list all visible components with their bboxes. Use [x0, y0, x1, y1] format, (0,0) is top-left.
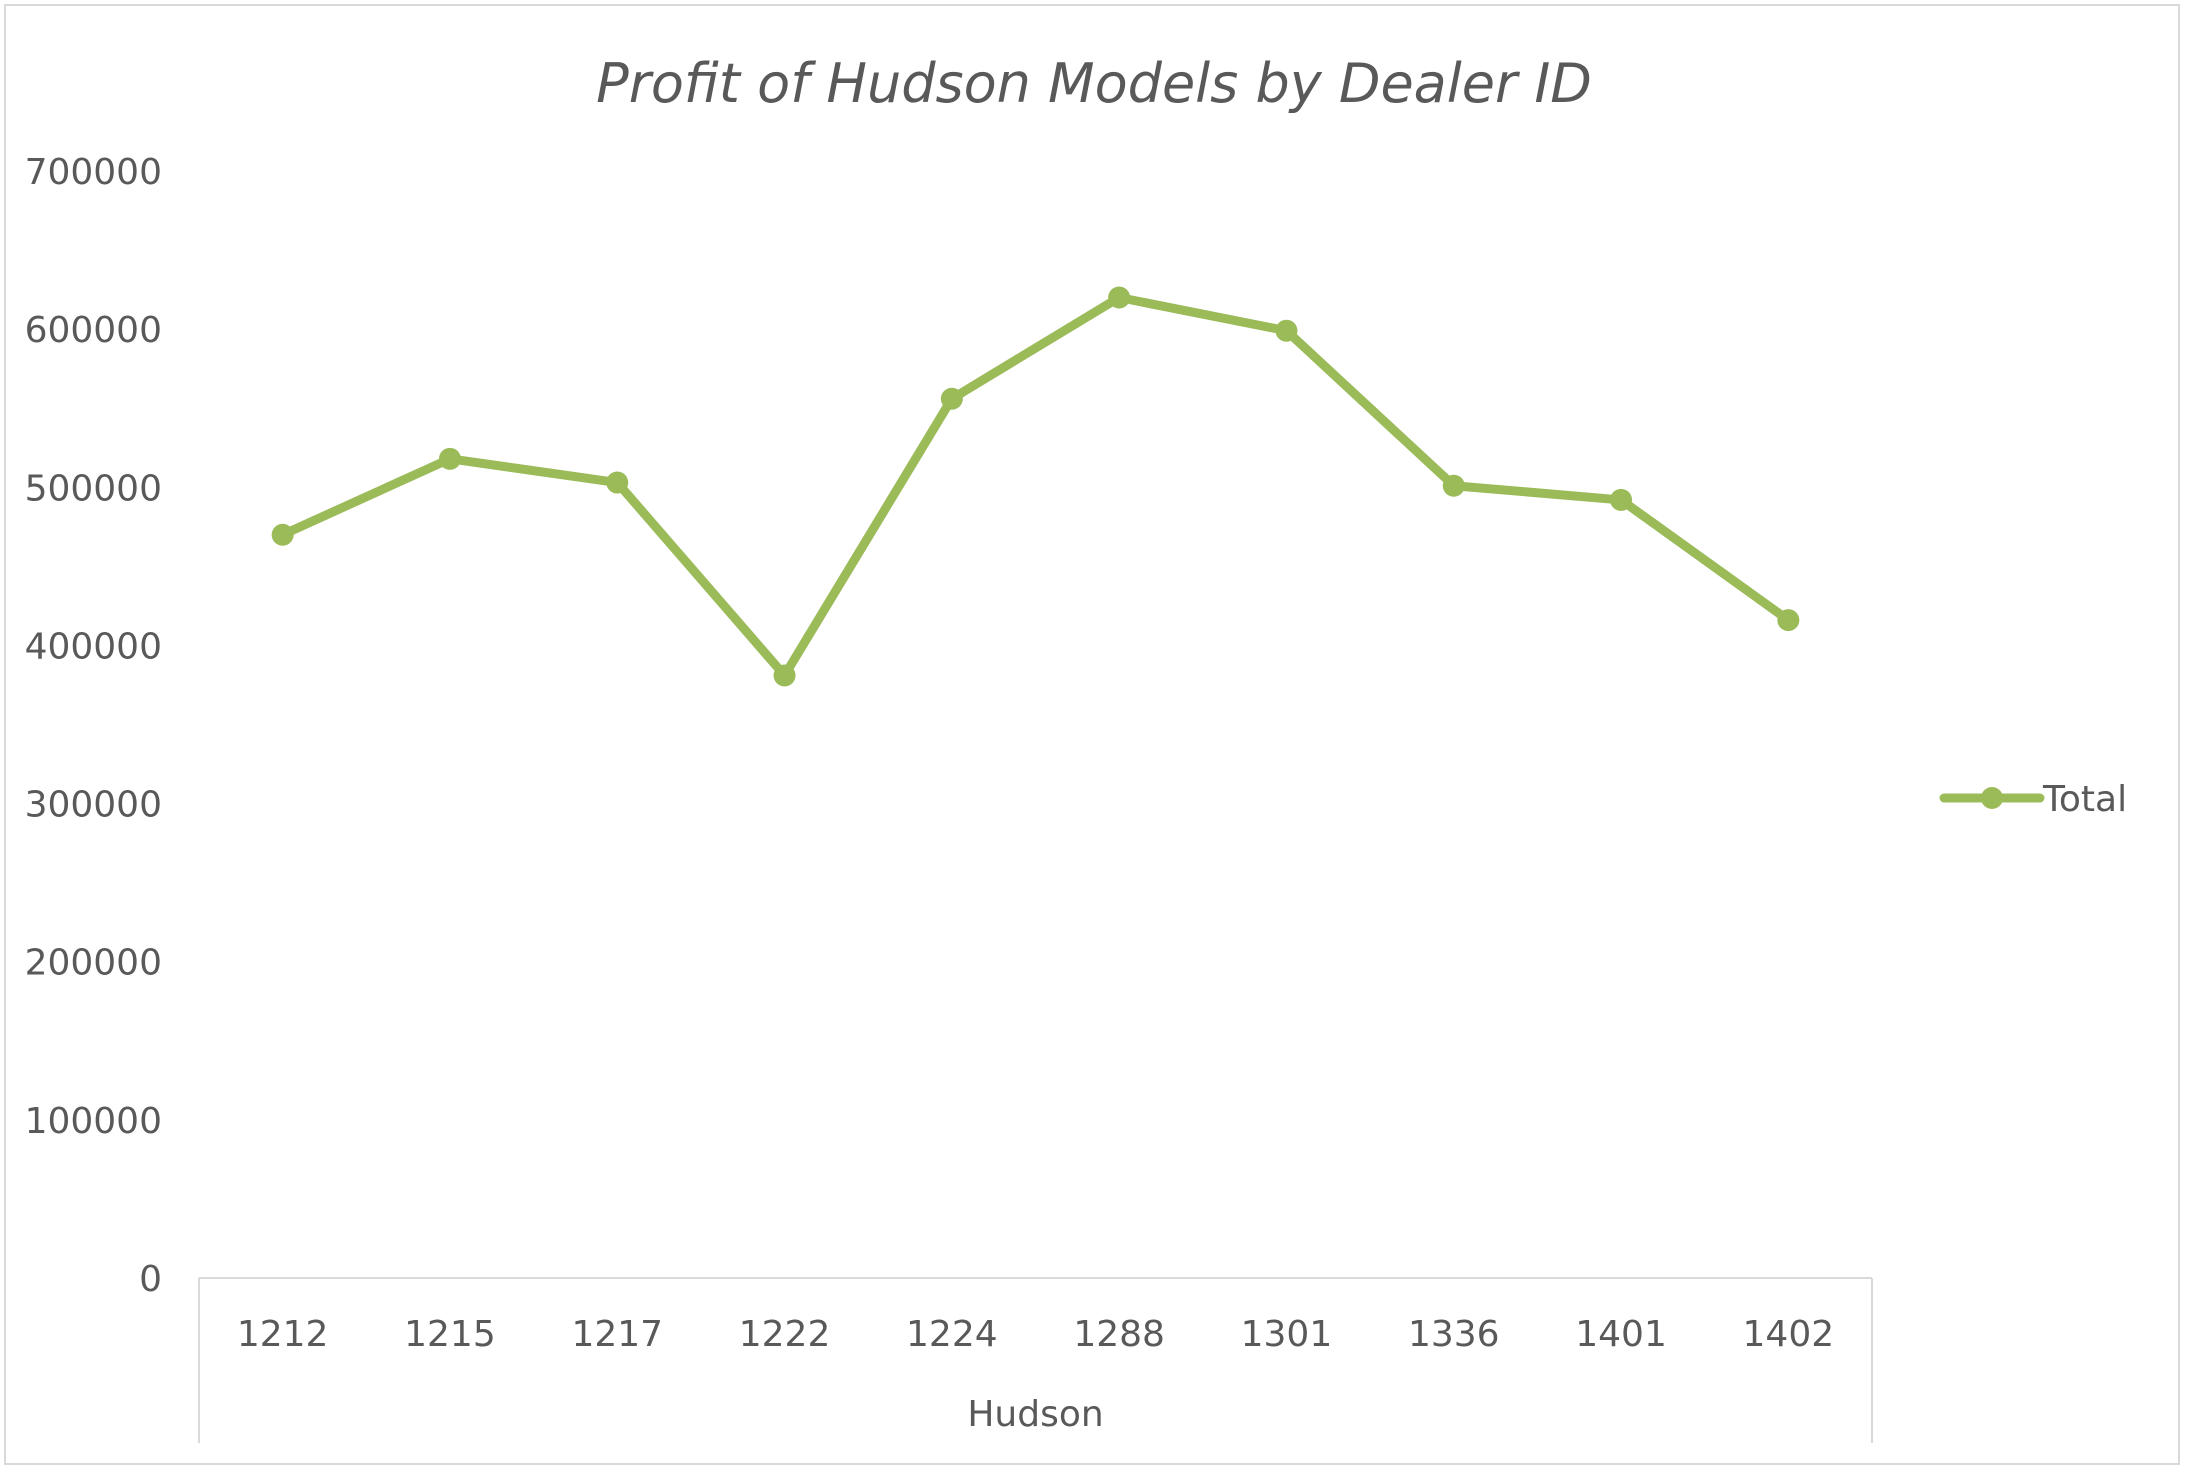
x-tick-label: 1402 [1743, 1314, 1835, 1355]
x-tick-label: 1301 [1241, 1314, 1333, 1355]
data-point[interactable] [940, 387, 963, 410]
data-point[interactable] [1108, 286, 1131, 309]
legend-marker [1981, 787, 2003, 809]
y-tick-label: 600000 [25, 310, 162, 351]
x-tick-label: 1215 [404, 1314, 496, 1355]
x-tick-label: 1336 [1408, 1314, 1500, 1355]
y-tick-label: 700000 [25, 152, 162, 193]
x-tick-label: 1401 [1575, 1314, 1667, 1355]
data-point[interactable] [438, 447, 461, 470]
x-tick-label: 1224 [906, 1314, 998, 1355]
data-point[interactable] [271, 523, 294, 546]
x-tick-label: 1288 [1073, 1314, 1165, 1355]
series-layer [271, 286, 1800, 687]
x-tick-label: 1212 [237, 1314, 329, 1355]
data-point[interactable] [606, 471, 629, 494]
x-tick-label: 1222 [739, 1314, 831, 1355]
data-point[interactable] [1442, 474, 1465, 497]
legend-label: Total [2042, 779, 2127, 820]
chart-frame: Profit of Hudson Models by Dealer ID 0 10… [4, 4, 2180, 1465]
data-point[interactable] [1275, 319, 1298, 342]
y-tick-label: 500000 [25, 468, 162, 509]
data-point[interactable] [773, 664, 796, 687]
y-tick-label: 0 [139, 1259, 162, 1300]
line-chart: Profit of Hudson Models by Dealer ID 0 10… [25, 52, 2127, 1443]
chart-title: Profit of Hudson Models by Dealer ID [596, 52, 1592, 115]
y-tick-label: 200000 [25, 943, 162, 984]
y-axis-ticks: 0 100000 200000 300000 400000 500000 600000 700… [25, 152, 162, 1300]
x-tick-label: 1217 [571, 1314, 663, 1355]
data-point[interactable] [1777, 609, 1800, 632]
legend[interactable]: Total [1939, 779, 2127, 820]
y-tick-label: 100000 [25, 1101, 162, 1142]
y-tick-label: 400000 [25, 626, 162, 667]
series-line [278, 293, 1793, 680]
y-tick-label: 300000 [25, 785, 162, 826]
x-axis: 1212 1215 1217 1222 1224 1288 1301 1336 1401 1402… [198, 1277, 1873, 1443]
data-point[interactable] [1610, 488, 1633, 511]
x-group-label: Hudson [967, 1394, 1103, 1435]
